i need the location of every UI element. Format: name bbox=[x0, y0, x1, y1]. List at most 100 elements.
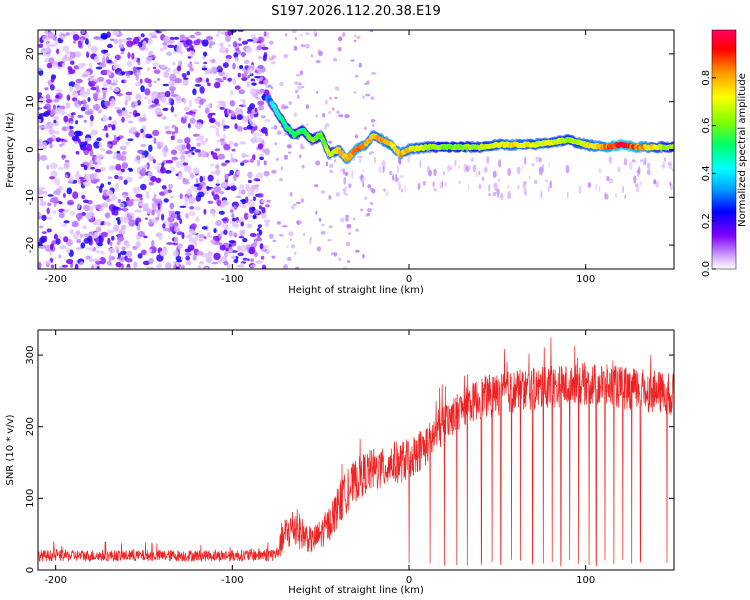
noise-speckle bbox=[306, 123, 309, 126]
noise-speckle bbox=[255, 172, 264, 180]
noise-speckle bbox=[202, 39, 209, 47]
noise-speckle bbox=[46, 137, 54, 143]
noise-speckle bbox=[95, 66, 103, 70]
noise-speckle bbox=[94, 165, 98, 169]
noise-speckle bbox=[223, 125, 230, 129]
noise-speckle bbox=[49, 143, 53, 149]
noise-speckle bbox=[69, 51, 76, 59]
noise-speckle bbox=[191, 113, 195, 118]
noise-speckle bbox=[65, 32, 70, 36]
noise-speckle bbox=[243, 59, 250, 65]
noise-speckle bbox=[38, 213, 43, 217]
x-tick-label: 100 bbox=[576, 575, 595, 586]
noise-speckle bbox=[248, 69, 253, 75]
noise-speckle bbox=[235, 107, 240, 114]
noise-speckle bbox=[283, 154, 289, 160]
noise-speckle bbox=[38, 261, 42, 269]
noise-speckle bbox=[192, 167, 200, 174]
noise-speckle bbox=[171, 88, 174, 96]
noise-speckle bbox=[83, 119, 87, 123]
noise-speckle bbox=[113, 209, 119, 216]
noise-speckle bbox=[127, 52, 131, 59]
noise-speckle bbox=[263, 31, 267, 37]
noise-speckle bbox=[216, 104, 222, 108]
noise-speckle bbox=[148, 182, 154, 186]
noise-speckle bbox=[225, 160, 230, 163]
noise-speckle bbox=[256, 45, 262, 51]
noise-speckle bbox=[105, 133, 109, 138]
noise-speckle bbox=[53, 98, 59, 103]
noise-speckle bbox=[198, 105, 202, 109]
noise-speckle bbox=[82, 225, 88, 230]
noise-speckle bbox=[189, 50, 195, 58]
noise-streak bbox=[497, 194, 500, 199]
noise-speckle bbox=[344, 171, 349, 177]
noise-speckle bbox=[358, 62, 362, 68]
noise-speckle bbox=[324, 125, 327, 130]
noise-speckle bbox=[207, 174, 214, 182]
noise-speckle bbox=[52, 210, 57, 215]
noise-speckle bbox=[367, 184, 372, 189]
noise-speckle bbox=[257, 224, 262, 229]
noise-speckle bbox=[126, 266, 131, 269]
noise-speckle bbox=[243, 70, 249, 75]
noise-speckle bbox=[60, 224, 67, 227]
noise-speckle bbox=[367, 212, 370, 217]
noise-streak bbox=[637, 168, 640, 177]
noise-speckle bbox=[352, 217, 356, 221]
noise-speckle bbox=[274, 142, 277, 146]
noise-speckle bbox=[108, 247, 116, 254]
noise-speckle bbox=[328, 140, 333, 144]
noise-speckle bbox=[112, 206, 120, 211]
noise-speckle bbox=[89, 247, 94, 251]
noise-speckle bbox=[165, 125, 170, 129]
noise-speckle bbox=[93, 155, 102, 163]
spectrogram-signal-track bbox=[264, 92, 674, 165]
noise-speckle bbox=[190, 231, 197, 236]
noise-speckle bbox=[241, 198, 247, 205]
noise-speckle bbox=[42, 35, 47, 39]
noise-speckle bbox=[315, 114, 318, 118]
noise-speckle bbox=[172, 61, 176, 66]
noise-speckle bbox=[148, 83, 152, 88]
noise-speckle bbox=[62, 210, 69, 213]
noise-speckle bbox=[289, 192, 293, 197]
snr-frame bbox=[37, 329, 675, 571]
noise-speckle bbox=[240, 262, 245, 269]
noise-speckle bbox=[166, 242, 174, 245]
noise-speckle bbox=[44, 103, 52, 109]
noise-streak bbox=[524, 188, 527, 197]
noise-speckle bbox=[260, 115, 266, 119]
noise-speckle bbox=[148, 50, 154, 56]
noise-speckle bbox=[240, 98, 245, 103]
noise-speckle bbox=[116, 109, 123, 114]
noise-speckle bbox=[38, 186, 46, 190]
noise-streak bbox=[392, 174, 395, 181]
noise-speckle bbox=[248, 246, 256, 255]
noise-speckle bbox=[172, 250, 179, 257]
noise-speckle bbox=[142, 202, 149, 211]
noise-speckle bbox=[300, 198, 305, 203]
noise-speckle bbox=[189, 34, 196, 39]
noise-speckle bbox=[187, 152, 193, 158]
noise-speckle bbox=[179, 150, 186, 155]
noise-speckle bbox=[241, 76, 248, 81]
noise-speckle bbox=[251, 82, 257, 86]
noise-speckle bbox=[271, 169, 277, 174]
noise-speckle bbox=[114, 58, 117, 66]
noise-speckle bbox=[80, 106, 86, 112]
noise-speckle bbox=[265, 204, 270, 208]
noise-speckle bbox=[83, 237, 91, 244]
noise-streak bbox=[646, 162, 651, 170]
noise-speckle bbox=[70, 114, 75, 119]
noise-speckle bbox=[236, 114, 243, 121]
noise-speckle bbox=[316, 90, 319, 94]
noise-speckle bbox=[292, 203, 297, 206]
noise-streak bbox=[660, 164, 665, 168]
noise-speckle bbox=[111, 235, 115, 241]
noise-speckle bbox=[63, 220, 70, 224]
noise-speckle bbox=[109, 85, 113, 91]
noise-speckle bbox=[145, 59, 151, 65]
noise-streak bbox=[497, 178, 500, 183]
noise-streak bbox=[494, 182, 496, 190]
